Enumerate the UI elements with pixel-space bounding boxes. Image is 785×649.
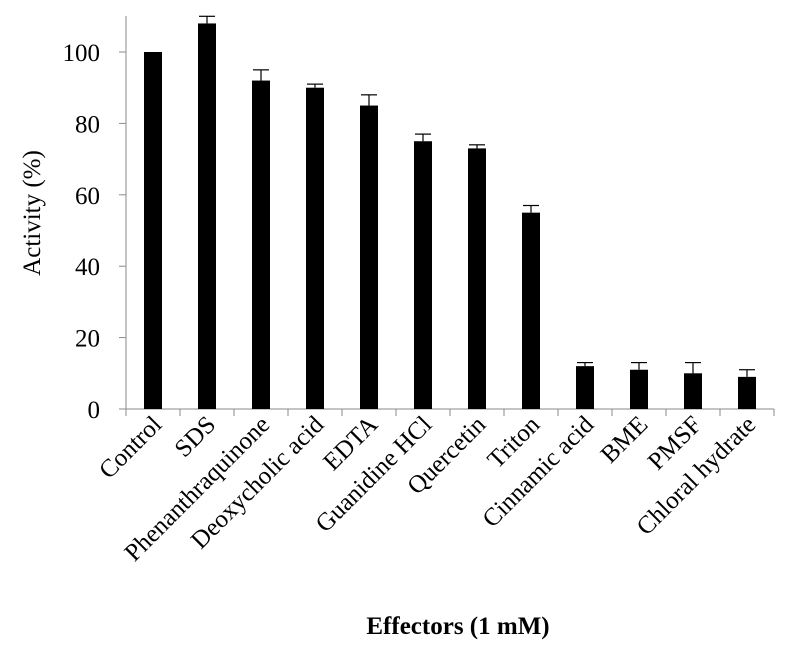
y-tick-label: 20	[75, 326, 100, 353]
y-tick-label: 100	[63, 40, 101, 67]
y-tick-label: 80	[75, 111, 100, 138]
y-tick-label: 60	[75, 183, 100, 210]
category-label: BME	[596, 411, 653, 468]
category-label: Control	[94, 411, 167, 484]
error-bars	[199, 15, 755, 377]
y-ticks: 0 20 40 60 80 100	[63, 40, 126, 424]
bar	[252, 80, 270, 409]
x-ticks	[125, 409, 775, 416]
bar	[360, 105, 378, 410]
bar	[306, 87, 324, 409]
y-tick-label: 40	[75, 254, 100, 281]
bar	[684, 373, 702, 409]
bar	[522, 212, 540, 409]
axes	[125, 16, 774, 410]
bar	[738, 376, 756, 409]
bar	[414, 141, 432, 409]
bar	[468, 148, 486, 409]
bar	[630, 369, 648, 409]
bar	[144, 52, 162, 409]
bars	[144, 23, 756, 410]
y-axis-title: Activity (%)	[19, 150, 46, 276]
y-tick-label: 0	[88, 397, 101, 424]
bar	[576, 366, 594, 409]
bar	[198, 23, 216, 409]
x-axis-title: Effectors (1 mM)	[366, 613, 549, 640]
